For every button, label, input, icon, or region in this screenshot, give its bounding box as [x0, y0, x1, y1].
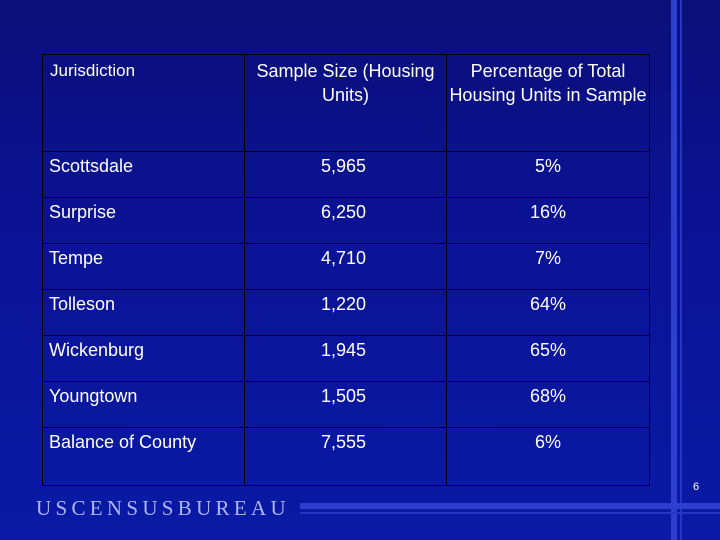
- cell-percentage: 6%: [446, 427, 650, 486]
- cell-sample-size: 1,505: [244, 381, 447, 428]
- header-percentage: Percentage of Total Housing Units in Sam…: [446, 54, 650, 152]
- decorative-horizontal-rule-thin: [300, 512, 720, 514]
- table-row: Tempe 4,710 7%: [42, 243, 650, 290]
- table-row: Balance of County 7,555 6%: [42, 427, 650, 486]
- cell-percentage: 5%: [446, 151, 650, 198]
- table-row: Surprise 6,250 16%: [42, 197, 650, 244]
- cell-percentage: 68%: [446, 381, 650, 428]
- cell-sample-size: 1,220: [244, 289, 447, 336]
- table-row: Tolleson 1,220 64%: [42, 289, 650, 336]
- table-row: Scottsdale 5,965 5%: [42, 151, 650, 198]
- cell-jurisdiction: Tolleson: [42, 289, 245, 336]
- cell-jurisdiction: Youngtown: [42, 381, 245, 428]
- cell-sample-size: 5,965: [244, 151, 447, 198]
- page-number: 6: [693, 481, 700, 493]
- header-sample-size: Sample Size (Housing Units): [244, 54, 447, 152]
- decorative-vertical-rule: [671, 0, 677, 540]
- cell-jurisdiction: Surprise: [42, 197, 245, 244]
- cell-jurisdiction: Wickenburg: [42, 335, 245, 382]
- cell-percentage: 65%: [446, 335, 650, 382]
- decorative-vertical-rule-thin: [680, 0, 682, 540]
- table-row: Wickenburg 1,945 65%: [42, 335, 650, 382]
- table-header-row: Jurisdiction Sample Size (Housing Units)…: [42, 54, 650, 152]
- cell-jurisdiction: Balance of County: [42, 427, 245, 486]
- cell-sample-size: 4,710: [244, 243, 447, 290]
- cell-percentage: 7%: [446, 243, 650, 290]
- cell-sample-size: 7,555: [244, 427, 447, 486]
- cell-jurisdiction: Scottsdale: [42, 151, 245, 198]
- header-jurisdiction: Jurisdiction: [42, 54, 245, 152]
- cell-jurisdiction: Tempe: [42, 243, 245, 290]
- sample-size-table: Jurisdiction Sample Size (Housing Units)…: [42, 54, 650, 486]
- cell-sample-size: 1,945: [244, 335, 447, 382]
- cell-percentage: 16%: [446, 197, 650, 244]
- decorative-horizontal-rule: [300, 503, 720, 509]
- census-bureau-logo: USCENSUSBUREAU: [36, 496, 290, 520]
- table-row: Youngtown 1,505 68%: [42, 381, 650, 428]
- cell-sample-size: 6,250: [244, 197, 447, 244]
- cell-percentage: 64%: [446, 289, 650, 336]
